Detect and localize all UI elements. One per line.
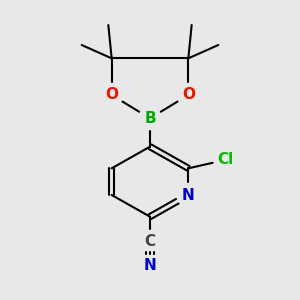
Text: B: B bbox=[144, 111, 156, 126]
Text: C: C bbox=[144, 234, 156, 249]
Text: O: O bbox=[105, 88, 118, 103]
Text: N: N bbox=[144, 257, 156, 272]
Text: N: N bbox=[182, 188, 195, 202]
Text: Cl: Cl bbox=[217, 152, 233, 167]
Text: O: O bbox=[182, 88, 195, 103]
